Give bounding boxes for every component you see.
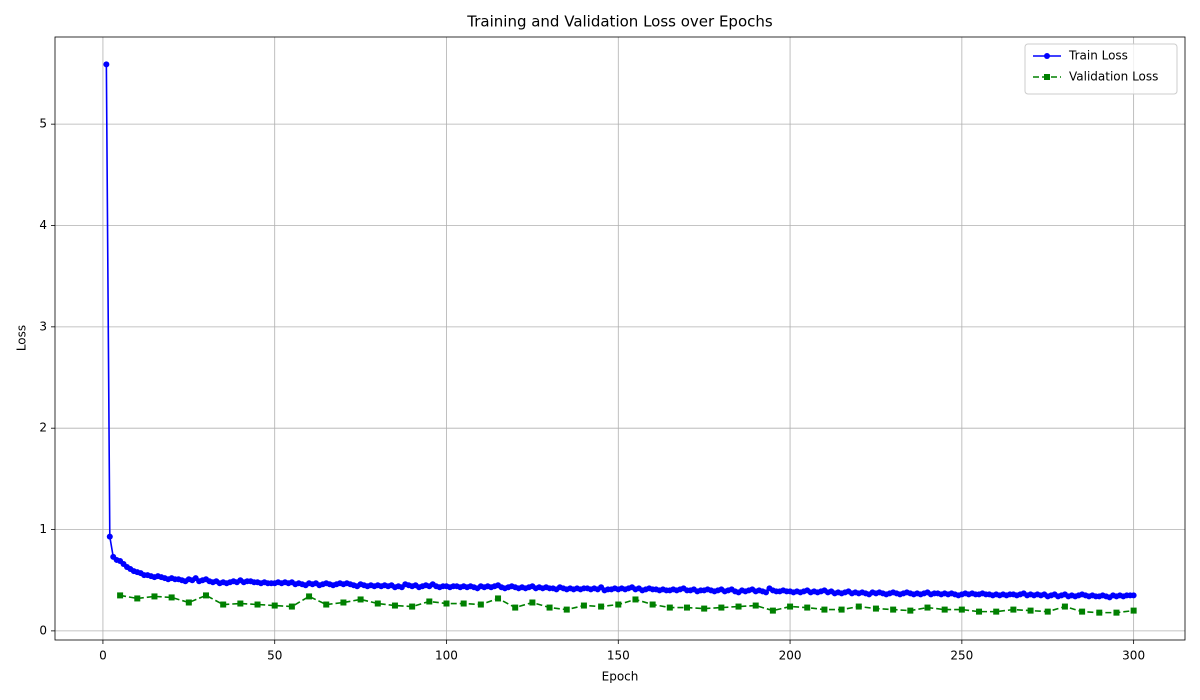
x-tick-label: 50 <box>267 649 282 663</box>
marker <box>1096 609 1103 616</box>
marker <box>151 593 158 600</box>
legend: Train Loss Validation Loss <box>1024 43 1178 95</box>
marker <box>718 604 725 611</box>
x-tick-label: 300 <box>1122 649 1145 663</box>
marker <box>563 606 570 613</box>
marker <box>821 606 828 613</box>
marker <box>1113 609 1120 616</box>
marker <box>306 593 313 600</box>
marker <box>769 607 776 614</box>
marker <box>804 604 811 611</box>
marker <box>958 606 965 613</box>
marker <box>649 601 656 608</box>
marker <box>391 602 398 609</box>
chart-title: Training and Validation Loss over Epochs <box>466 13 773 31</box>
marker <box>1130 607 1137 614</box>
marker <box>374 600 381 607</box>
marker <box>1044 74 1050 80</box>
marker <box>168 594 175 601</box>
marker <box>1044 53 1050 59</box>
y-tick-label: 1 <box>39 522 47 536</box>
legend-label: Validation Loss <box>1069 70 1158 84</box>
marker <box>763 589 770 596</box>
y-tick-label: 4 <box>39 218 47 232</box>
marker <box>546 604 553 611</box>
y-tick-label: 5 <box>39 117 47 131</box>
marker <box>1079 608 1086 615</box>
x-axis-label: Epoch <box>602 670 639 684</box>
x-tick-label: 200 <box>779 649 802 663</box>
y-axis-label: Loss <box>15 325 29 351</box>
marker <box>254 601 261 608</box>
x-tick-label: 150 <box>607 649 630 663</box>
marker <box>735 603 742 610</box>
marker <box>632 596 639 603</box>
marker <box>752 602 759 609</box>
marker <box>106 533 113 540</box>
legend-label: Train Loss <box>1068 49 1128 63</box>
marker <box>683 604 690 611</box>
marker <box>185 599 192 606</box>
marker <box>220 601 227 608</box>
marker <box>202 592 209 599</box>
marker <box>941 606 948 613</box>
marker <box>924 604 931 611</box>
y-tick-label: 2 <box>39 421 47 435</box>
marker <box>615 601 622 608</box>
marker <box>323 601 330 608</box>
marker <box>340 599 347 606</box>
marker <box>1044 608 1051 615</box>
marker <box>495 595 502 602</box>
marker <box>271 602 278 609</box>
marker <box>993 608 1000 615</box>
marker <box>117 592 124 599</box>
marker <box>701 605 708 612</box>
marker <box>1010 606 1017 613</box>
legend-box <box>1024 43 1178 95</box>
marker <box>512 604 519 611</box>
marker <box>426 598 433 605</box>
marker <box>907 607 914 614</box>
marker <box>890 606 897 613</box>
marker <box>443 600 450 607</box>
marker <box>288 603 295 610</box>
marker <box>666 604 673 611</box>
y-tick-label: 3 <box>39 319 47 333</box>
marker <box>529 599 536 606</box>
y-tick-label: 0 <box>39 623 47 637</box>
marker <box>872 605 879 612</box>
marker <box>1061 603 1068 610</box>
marker <box>838 606 845 613</box>
marker <box>409 603 416 610</box>
marker <box>598 603 605 610</box>
plot-frame <box>54 36 1186 641</box>
x-tick-label: 0 <box>99 649 107 663</box>
marker <box>976 608 983 615</box>
marker <box>787 603 794 610</box>
marker <box>1027 607 1034 614</box>
marker <box>357 596 364 603</box>
marker <box>460 600 467 607</box>
series-line <box>105 64 1134 599</box>
x-tick-label: 250 <box>950 649 973 663</box>
x-tick-label: 100 <box>435 649 458 663</box>
marker <box>477 601 484 608</box>
marker <box>134 595 141 602</box>
marker <box>855 603 862 610</box>
marker <box>580 602 587 609</box>
marker <box>103 61 110 68</box>
marker <box>237 600 244 607</box>
marker <box>1130 592 1137 599</box>
